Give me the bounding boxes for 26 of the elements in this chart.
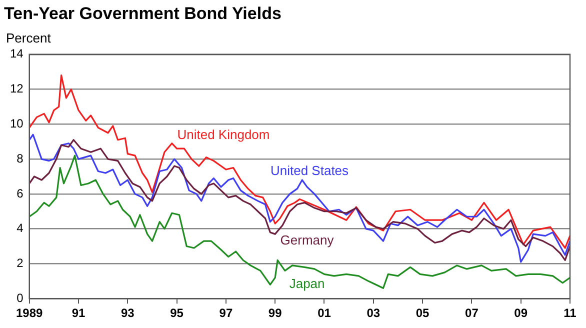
x-tick-label: 03 [366,306,380,320]
y-axis-title: Percent [6,30,52,46]
x-tick-label: 99 [268,306,282,320]
y-tick-label: 12 [10,82,24,96]
x-tick-label: 05 [416,306,430,320]
x-tick-label: 97 [219,306,233,320]
series-label: United Kingdom [177,127,270,142]
y-tick-label: 8 [16,151,24,166]
y-tick-label: 0 [16,290,24,305]
x-tick-label: 91 [72,306,86,320]
y-tick-label: 2 [16,256,24,270]
x-tick-label: 95 [170,306,184,320]
y-tick-label: 10 [10,116,24,130]
series-label: United States [270,162,350,178]
y-tick-label: 4 [16,221,24,236]
y-tick-label: 6 [16,186,24,200]
x-tick-label: 01 [318,306,332,320]
x-tick-label: 07 [465,306,479,320]
x-tick-label: 1989 [16,306,44,320]
series-label: Japan [289,276,325,292]
x-tick-label: 11 [564,306,577,320]
x-tick-label: 09 [514,306,528,320]
y-tick-label: 14 [10,46,24,61]
x-tick-label: 93 [120,306,135,320]
chart-title: Ten-Year Government Bond Yields [4,4,282,23]
series-label: Germany [280,232,334,248]
